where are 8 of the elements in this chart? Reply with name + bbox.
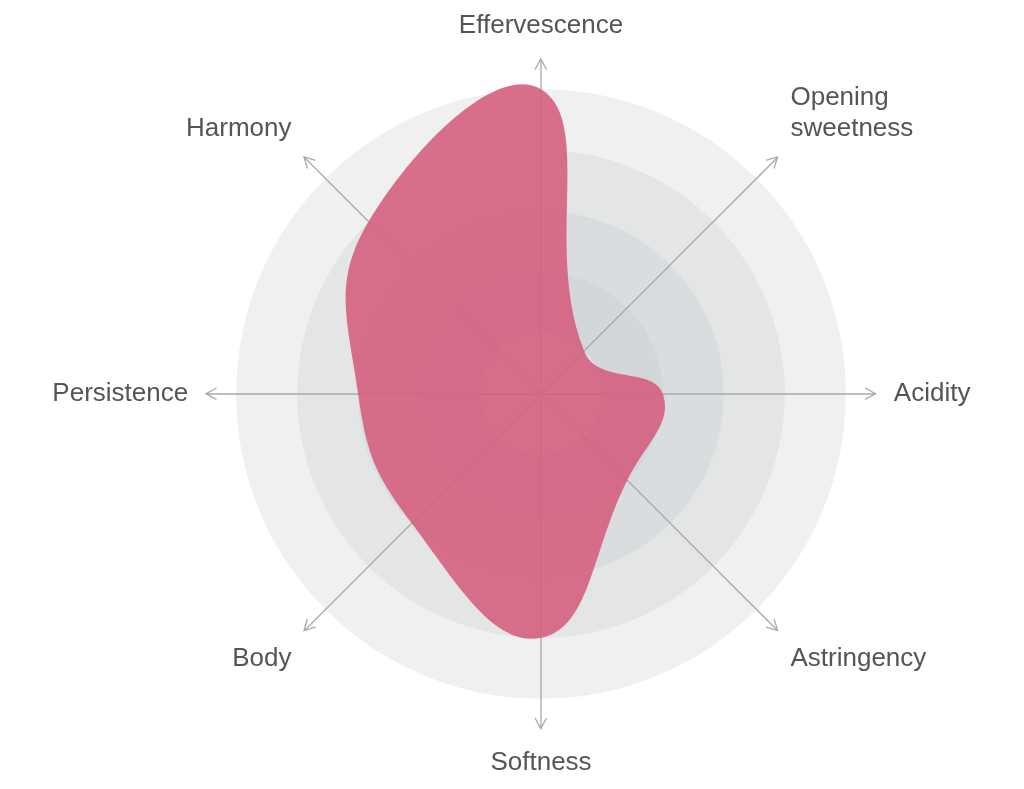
spoke-label: Persistence (52, 377, 189, 408)
spoke-label: Softness (490, 745, 592, 776)
spoke-label: Opening sweetness (790, 80, 914, 143)
spoke-label: Harmony (186, 112, 292, 143)
spoke-label: Body (232, 642, 292, 673)
spoke-label: Effervescence (458, 8, 624, 39)
spoke-label: Acidity (893, 377, 971, 408)
spoke-label: Astringency (790, 642, 927, 673)
